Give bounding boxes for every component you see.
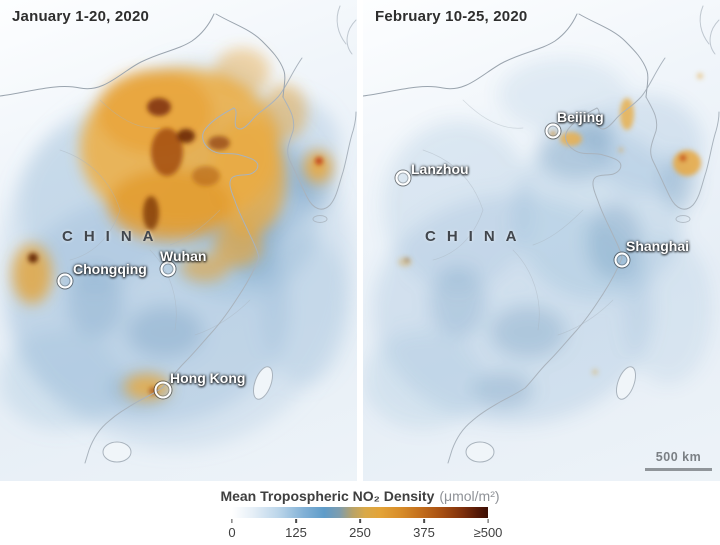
legend-tick-mark	[295, 519, 297, 523]
legend-tick-125: 125	[285, 519, 307, 540]
map-panel-january: January 1-20, 2020 CHINA Chongqing Wuhan…	[0, 0, 357, 481]
country-label-china-left: CHINA	[62, 228, 165, 245]
city-label-shanghai: Shanghai	[626, 238, 690, 254]
legend-tick-mark	[423, 519, 425, 523]
legend-title-text: Mean Tropospheric NO₂ Density	[220, 488, 435, 504]
city-marker-chongqing	[57, 273, 73, 289]
scale-bar-label: 500 km	[655, 450, 702, 464]
legend-tick-label: 125	[285, 525, 307, 540]
legend-tick-0: 0	[228, 519, 236, 540]
legend-tick-mark	[487, 519, 489, 523]
city-marker-hong-kong	[154, 381, 172, 399]
legend-tick-label: ≥500	[473, 525, 503, 540]
legend-tick-label: 375	[413, 525, 435, 540]
city-marker-beijing	[545, 123, 561, 139]
legend-tick-label: 0	[228, 525, 236, 540]
legend-tick-label: 250	[349, 525, 371, 540]
map-panel-february: February 10-25, 2020 CHINA Lanzhou Beiji…	[363, 0, 720, 481]
city-label-lanzhou: Lanzhou	[411, 161, 469, 177]
country-label-china-right: CHINA	[425, 228, 528, 245]
legend-units: (μmol/m²)	[439, 488, 500, 504]
scale-bar-line	[645, 468, 712, 471]
panel-title-february: February 10-25, 2020	[375, 8, 528, 25]
legend-ticks: 0 125 250 375 ≥500	[228, 519, 502, 543]
scale-bar: 500 km	[645, 450, 712, 471]
legend-tick-500: ≥500	[473, 519, 503, 540]
panel-title-january: January 1-20, 2020	[12, 8, 150, 25]
city-label-chongqing: Chongqing	[73, 261, 147, 277]
legend-tick-mark	[231, 519, 233, 523]
legend-colorbar	[232, 507, 488, 518]
legend-tick-250: 250	[349, 519, 371, 540]
city-label-wuhan: Wuhan	[160, 248, 207, 264]
city-label-beijing: Beijing	[557, 109, 604, 125]
city-marker-shanghai	[614, 252, 630, 268]
legend-tick-mark	[359, 519, 361, 523]
legend-title: Mean Tropospheric NO₂ Density (μmol/m²)	[0, 488, 720, 504]
city-marker-wuhan	[160, 261, 176, 277]
legend: Mean Tropospheric NO₂ Density (μmol/m²) 0…	[0, 486, 720, 545]
city-marker-lanzhou	[395, 170, 411, 186]
map-artwork-january	[0, 5, 357, 464]
legend-tick-375: 375	[413, 519, 435, 540]
city-label-hong-kong: Hong Kong	[170, 370, 246, 386]
